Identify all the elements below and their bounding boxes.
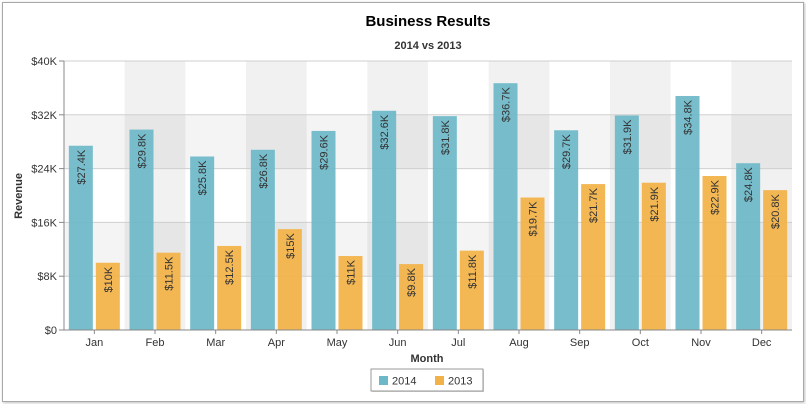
value-label-2014-oct: $31.9K [622,119,634,155]
value-label-2013-apr: $15K [285,232,297,258]
value-label-2014-apr: $26.8K [258,153,270,189]
bar-2013-jun [399,264,424,330]
value-label-2014-jul: $31.8K [440,119,452,155]
x-tick-label: Dec [752,337,772,349]
value-labels: $27.4K $10K $29.8K $11.5K $25.8K $12.5K $26.8K… [76,87,782,297]
bar-2014-jan [68,145,93,330]
legend-box [370,368,484,392]
x-tick-label: Feb [146,337,165,349]
value-label-2013-jan: $10K [103,266,115,292]
legend: 2014 2013 [370,368,484,392]
bar-2014-aug [493,83,518,330]
value-label-2014-jan: $27.4K [76,149,88,185]
x-tick-label: Mar [206,337,225,349]
row-band [64,222,792,277]
legend-swatch-2013 [435,376,444,385]
x-axis-ticks: Jan Feb Mar Apr May Jun Jul Aug Sep Oct Nov Dec [85,330,772,349]
value-label-2014-aug: $36.7K [501,87,513,123]
y-tick-label: $16K [31,217,57,229]
value-label-2013-dec: $20.8K [770,193,782,229]
x-tick-label: Apr [268,337,285,349]
x-tick-label: Aug [509,337,529,349]
value-label-2014-sep: $29.7K [561,134,573,170]
x-tick-label: Oct [632,337,649,349]
value-label-2014-jun: $32.6K [379,114,391,150]
bar-2013-mar [217,245,242,330]
chart-title: Business Results [365,13,490,30]
bar-2014-jul [432,116,457,331]
y-tick-label: $0 [45,325,57,337]
x-axis-label: Month [411,353,444,365]
value-label-2014-dec: $24.8K [743,167,755,203]
value-label-2014-feb: $29.8K [137,133,149,169]
y-axis-ticks: $0 $8K $16K $24K $32K $40K [31,56,64,337]
value-label-2013-feb: $11.5K [164,256,176,291]
value-label-2013-mar: $12.5K [224,249,236,285]
value-label-2013-aug: $19.7K [528,201,540,237]
y-tick-label: $40K [31,56,57,68]
bar-2013-sep [581,184,606,330]
value-label-2013-jul: $11.8K [467,254,479,289]
bar-2013-oct [641,182,666,330]
grid-lines [64,60,792,277]
bar-2014-oct [614,115,639,330]
value-label-2014-mar: $25.8K [197,160,209,196]
bar-2014-apr [250,149,275,330]
value-label-2013-may: $11K [346,259,358,285]
bar-2013-feb [156,252,181,330]
bar-2014-nov [675,95,700,330]
x-tick-label: Sep [570,337,590,349]
bar-2013-dec [763,190,788,330]
bar-2013-may [338,256,363,330]
row-band [64,114,792,169]
legend-label-2013: 2013 [448,376,472,388]
value-label-2014-may: $29.6K [319,134,331,170]
value-label-2013-oct: $21.9K [649,186,661,222]
x-tick-label: Jul [451,337,465,349]
bar-2013-aug [520,197,545,330]
x-tick-label: Nov [691,337,711,349]
bar-2014-dec [736,163,761,330]
chart-subtitle: 2014 vs 2013 [394,40,461,52]
bar-2014-jun [372,110,397,330]
value-label-2014-nov: $34.8K [683,99,695,135]
x-tick-label: Jun [389,337,407,349]
value-label-2013-nov: $22.9K [710,179,722,215]
x-tick-label: Jan [85,337,103,349]
axes [63,61,792,331]
bar-2014-sep [554,130,579,330]
value-label-2013-sep: $21.7K [588,187,600,223]
y-tick-label: $8K [37,271,57,283]
value-label-2013-jun: $9.8K [406,267,418,296]
bar-2014-mar [190,156,215,330]
bars [68,83,788,331]
y-tick-label: $32K [31,110,57,122]
y-tick-label: $24K [31,164,57,176]
legend-label-2014: 2014 [392,376,416,388]
bar-2013-nov [702,175,727,330]
bar-2014-feb [129,129,154,330]
y-axis-label: Revenue [13,173,25,219]
bar-2014-may [311,130,336,330]
legend-swatch-2014 [379,376,388,385]
bar-2013-apr [277,229,302,330]
bar-2013-jul [459,250,484,330]
bar-2013-jan [95,262,120,330]
x-tick-label: May [327,337,348,349]
